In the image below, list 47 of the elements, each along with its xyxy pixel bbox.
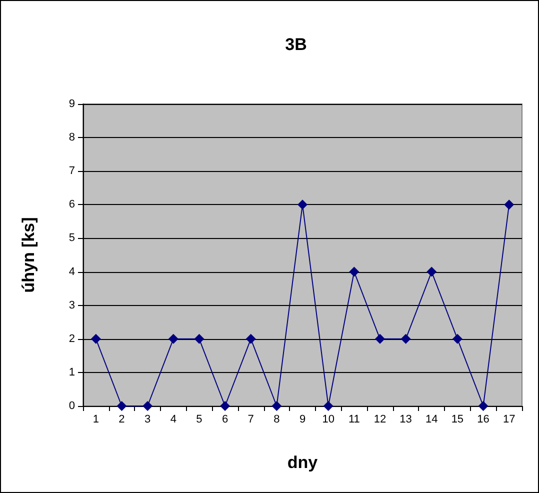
x-tick-label: 14 bbox=[425, 414, 438, 426]
y-tick-label: 7 bbox=[68, 165, 75, 178]
point bbox=[116, 401, 127, 411]
x-tick-label: 9 bbox=[299, 414, 306, 426]
y-tick-label: 1 bbox=[68, 366, 75, 378]
point bbox=[246, 334, 256, 344]
y-tick-label: 0 bbox=[68, 400, 75, 412]
point bbox=[194, 334, 204, 344]
point bbox=[220, 401, 230, 411]
point bbox=[400, 334, 411, 344]
point bbox=[478, 401, 488, 411]
point bbox=[323, 401, 334, 411]
chart-title: 3B bbox=[285, 35, 307, 54]
y-tick-label: 5 bbox=[68, 232, 75, 244]
point bbox=[452, 334, 462, 344]
x-tick-label: 4 bbox=[170, 414, 176, 426]
point bbox=[504, 200, 514, 210]
point bbox=[90, 334, 101, 344]
point bbox=[298, 200, 308, 210]
x-tick-label: 15 bbox=[451, 414, 464, 426]
point bbox=[272, 401, 282, 411]
x-tick-label: 16 bbox=[477, 414, 490, 426]
x-tick-label: 11 bbox=[348, 414, 360, 426]
y-tick-label: 8 bbox=[68, 132, 75, 144]
y-axis-title: úhyn [ks] bbox=[19, 217, 38, 293]
x-tick-label: 3 bbox=[144, 414, 151, 426]
x-tick-label: 2 bbox=[118, 414, 125, 426]
x-tick-label: 6 bbox=[222, 414, 228, 426]
x-tick-label: 10 bbox=[322, 414, 334, 426]
point bbox=[142, 401, 153, 411]
x-tick-label: 13 bbox=[400, 414, 412, 426]
x-axis-title: dny bbox=[287, 453, 318, 472]
x-tick-label: 12 bbox=[374, 414, 386, 426]
x-tick-label: 17 bbox=[502, 414, 516, 426]
y-tick-label: 2 bbox=[68, 332, 75, 345]
x-tick-label: 1 bbox=[92, 414, 99, 426]
y-tick-label: 9 bbox=[68, 98, 75, 110]
x-tick-label: 7 bbox=[248, 414, 254, 426]
point bbox=[349, 266, 360, 277]
point bbox=[168, 334, 178, 344]
x-tick-label: 8 bbox=[274, 414, 280, 426]
point bbox=[374, 334, 385, 344]
y-tick-label: 3 bbox=[68, 299, 75, 312]
x-tick-label: 5 bbox=[196, 414, 202, 426]
point bbox=[426, 266, 437, 277]
y-tick-label: 6 bbox=[68, 198, 75, 211]
y-tick-label: 4 bbox=[68, 266, 75, 278]
